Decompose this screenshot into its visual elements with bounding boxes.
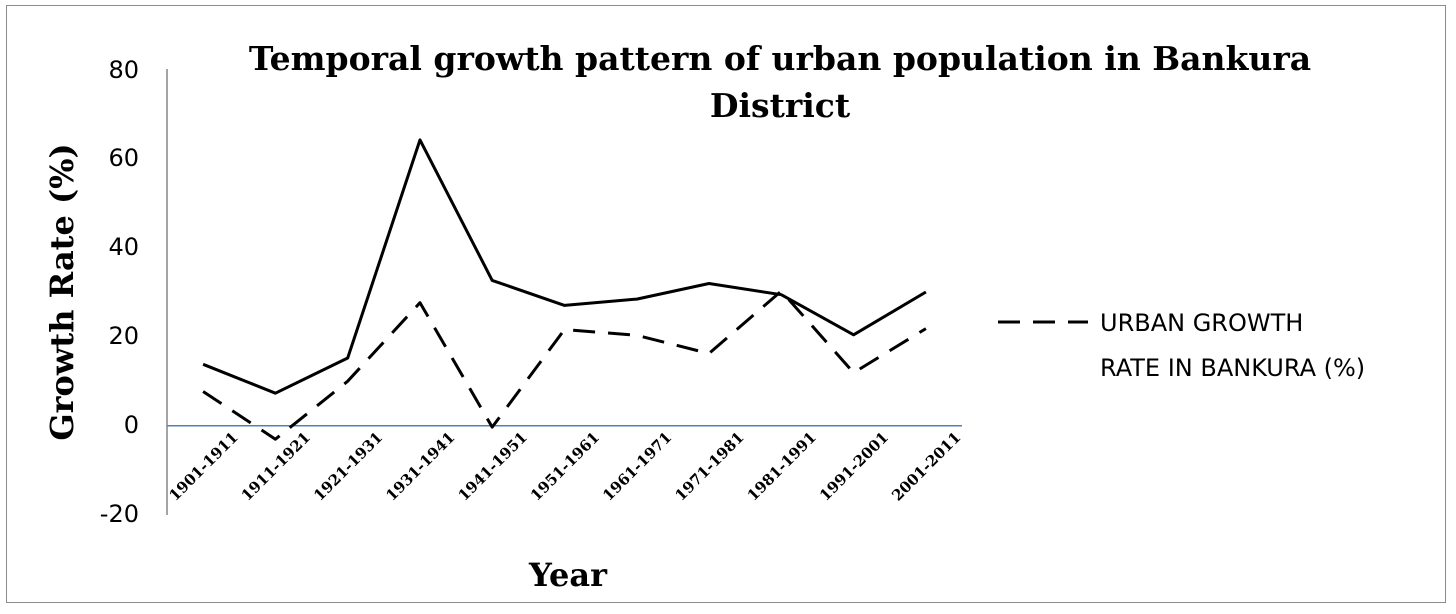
x-tick-label: 1991-2001 <box>816 428 892 504</box>
series-line-urban-growth-rate <box>202 289 927 441</box>
y-tick-label: -20 <box>100 500 139 528</box>
x-tick-label: 1941-1951 <box>455 428 531 504</box>
legend-label-line-1: URBAN GROWTH <box>1100 309 1303 337</box>
y-axis-title: Growth Rate (%) <box>43 143 81 440</box>
series-lines <box>202 138 927 441</box>
x-tick-label: 1901-1911 <box>166 428 242 504</box>
x-tick-label: 1981-1991 <box>744 428 820 504</box>
x-tick-label: 1921-1931 <box>310 428 386 504</box>
y-tick-label: 40 <box>108 233 139 261</box>
legend-label-line-2: RATE IN BANKURA (%) <box>1100 354 1365 382</box>
chart-title-line-2: District <box>710 86 851 125</box>
y-tick-label: 60 <box>108 144 139 172</box>
x-tick-label: 1931-1941 <box>382 428 458 504</box>
series-line-solid <box>202 138 927 395</box>
y-tick-label: 80 <box>108 56 139 84</box>
y-tick-label: 20 <box>108 322 139 350</box>
chart-frame <box>6 5 1446 603</box>
x-tick-labels: 1901-19111911-19211921-19311931-19411941… <box>166 428 965 504</box>
x-tick-label: 1961-1971 <box>599 428 675 504</box>
x-tick-label: 1951-1961 <box>527 428 603 504</box>
x-tick-label: 2001-2011 <box>888 428 964 504</box>
x-tick-label: 1971-1981 <box>671 428 747 504</box>
y-tick-label: 0 <box>124 411 139 439</box>
chart-title-line-1: Temporal growth pattern of urban populat… <box>249 39 1311 78</box>
x-axis-title: Year <box>528 556 608 594</box>
